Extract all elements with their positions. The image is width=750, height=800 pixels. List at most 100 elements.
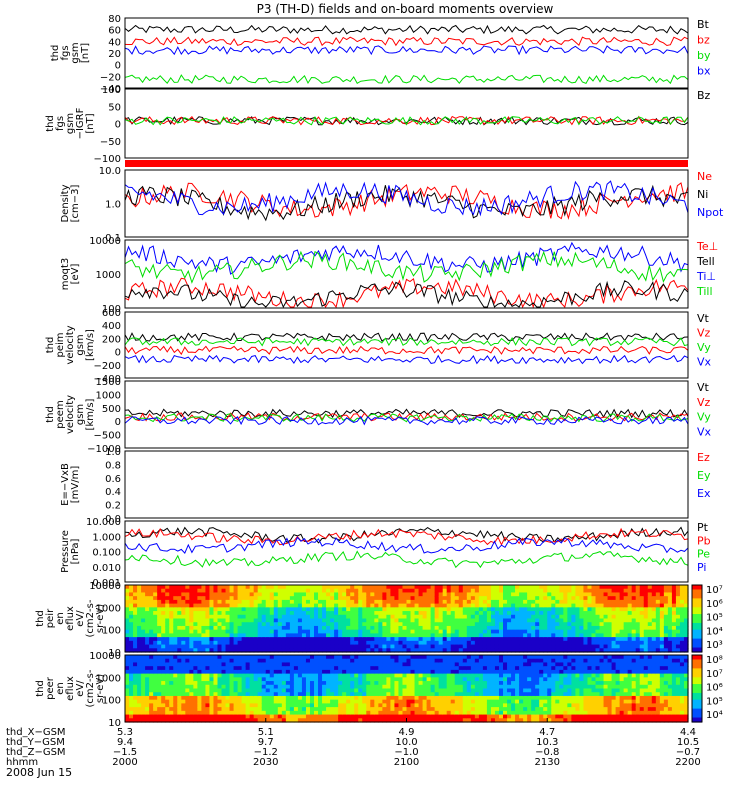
series-line [124, 277, 689, 309]
y-tick-label: −50 [100, 137, 121, 148]
panel-frame [124, 584, 689, 653]
y-tick-label: 400 [102, 321, 121, 332]
legend-entry: Vx [697, 425, 712, 438]
date-label: 2008 Jun 15 [6, 766, 73, 779]
series-line [124, 24, 689, 35]
x-tick-label: 2030 [253, 757, 278, 768]
colorbar-tick-label: 10⁵ [706, 696, 723, 707]
y-axis-label: Density[cm−3] [60, 184, 81, 222]
x-tick-label: −0.8 [535, 747, 559, 758]
y-axis-label: thdpeimvelocitygsm[km/s] [45, 325, 96, 364]
series-line [124, 354, 689, 365]
y-tick-label: 100 [102, 626, 121, 637]
legend-entry: Vz [697, 327, 711, 340]
y-tick-label: 10000 [89, 581, 121, 592]
x-tick-label: 9.7 [258, 737, 274, 748]
y-tick-label: 10.000 [86, 517, 121, 528]
y-tick-label: −40 [100, 84, 121, 95]
y-tick-label: 0.001 [92, 578, 121, 589]
y-tick-label: −100 [94, 154, 121, 165]
legend-entry: Bz [697, 89, 711, 102]
spectrogram-9 [125, 655, 689, 723]
panel-0-traces [124, 24, 689, 85]
y-tick-label: 10 [108, 718, 121, 729]
colorbar-tick-label: 10⁴ [706, 626, 723, 637]
legend-entry: Pi [697, 561, 706, 574]
y-tick-label: 0.010 [92, 563, 121, 574]
series-line [124, 36, 689, 47]
y-tick-label: 1000 [96, 673, 121, 684]
x-tick-label: −0.7 [676, 747, 700, 758]
series-line [124, 116, 689, 126]
y-tick-label: 60 [108, 26, 121, 37]
legend-entry: Ne [697, 170, 712, 183]
legend-entry: Vz [697, 396, 711, 409]
colorbar-tick-label: 10⁷ [706, 669, 723, 680]
series-line [124, 536, 689, 554]
series-line [124, 180, 689, 217]
series-line [124, 550, 689, 569]
series-line [124, 527, 689, 546]
series-line [124, 250, 689, 284]
legend-entry: Pe [697, 548, 710, 561]
legend-entry: Npot [697, 206, 724, 219]
y-tick-label: 0.4 [105, 487, 121, 498]
y-tick-label: 1500 [96, 377, 121, 388]
colorbar-tick-label: 10³ [706, 640, 723, 651]
y-tick-label: 0 [115, 120, 121, 131]
panel-7-traces [124, 526, 689, 569]
y-tick-label: 10 [108, 648, 121, 659]
x-tick-label: 5.3 [117, 727, 133, 738]
y-tick-label: 10000 [89, 236, 121, 247]
legend-entry: Te⊥ [696, 240, 718, 253]
legend-entry: Ti⊥ [696, 270, 716, 283]
x-tick-label: −1.0 [394, 747, 418, 758]
x-axis-row-label: thd_Y−GSM [6, 737, 65, 748]
legend-entry: Ez [697, 451, 710, 464]
legend-entry: Vy [697, 411, 711, 424]
x-tick-label: 10.3 [536, 737, 558, 748]
panel-3-traces [124, 241, 689, 309]
panel-frame [124, 450, 689, 519]
x-tick-label: 9.4 [117, 737, 133, 748]
panel-1-traces [124, 115, 689, 126]
series-line [124, 74, 689, 85]
x-tick-label: 4.7 [539, 727, 555, 738]
panel-frame [124, 239, 689, 309]
x-tick-label: 10.0 [395, 737, 417, 748]
y-tick-label: 1.0 [105, 200, 121, 211]
y-tick-label: 0 [115, 417, 121, 428]
y-tick-label: 80 [108, 14, 121, 25]
x-tick-label: −1.2 [254, 747, 278, 758]
y-tick-label: 20 [108, 49, 121, 60]
y-tick-label: 0.2 [105, 501, 121, 512]
y-tick-label: −200 [94, 361, 121, 372]
y-axis-label: thdpeirenefluxeV/(cm2-s-sr-eV) [35, 599, 106, 637]
panel-5-traces [124, 408, 689, 426]
series-line [124, 182, 689, 220]
legend-entry: by [697, 49, 711, 62]
spectrogram-8 [125, 585, 689, 653]
panel-frame [124, 17, 689, 89]
x-tick-label: 4.9 [399, 727, 415, 738]
panel-frame [124, 380, 689, 449]
y-tick-label: −500 [94, 431, 121, 442]
series-line [124, 115, 689, 126]
y-tick-label: 500 [102, 404, 121, 415]
series-line [124, 526, 689, 544]
x-tick-label: 2130 [535, 757, 560, 768]
y-tick-label: 0.0 [105, 514, 121, 525]
y-tick-label: 40 [108, 37, 121, 48]
panel-4-traces [124, 332, 689, 365]
y-tick-label: 100 [102, 85, 121, 96]
panel-frame [124, 169, 689, 238]
legend-entry: Pb [697, 534, 711, 547]
legend-entry: bx [697, 65, 711, 78]
chart-title: P3 (TH-D) fields and on-board moments ov… [256, 2, 554, 16]
x-tick-label: 5.1 [258, 727, 274, 738]
colorbar-tick-label: 10⁴ [706, 710, 723, 721]
legend-entry: Vt [697, 312, 710, 325]
y-tick-label: 10000 [89, 651, 121, 662]
y-axis-label: moqt3[eV] [60, 258, 81, 291]
